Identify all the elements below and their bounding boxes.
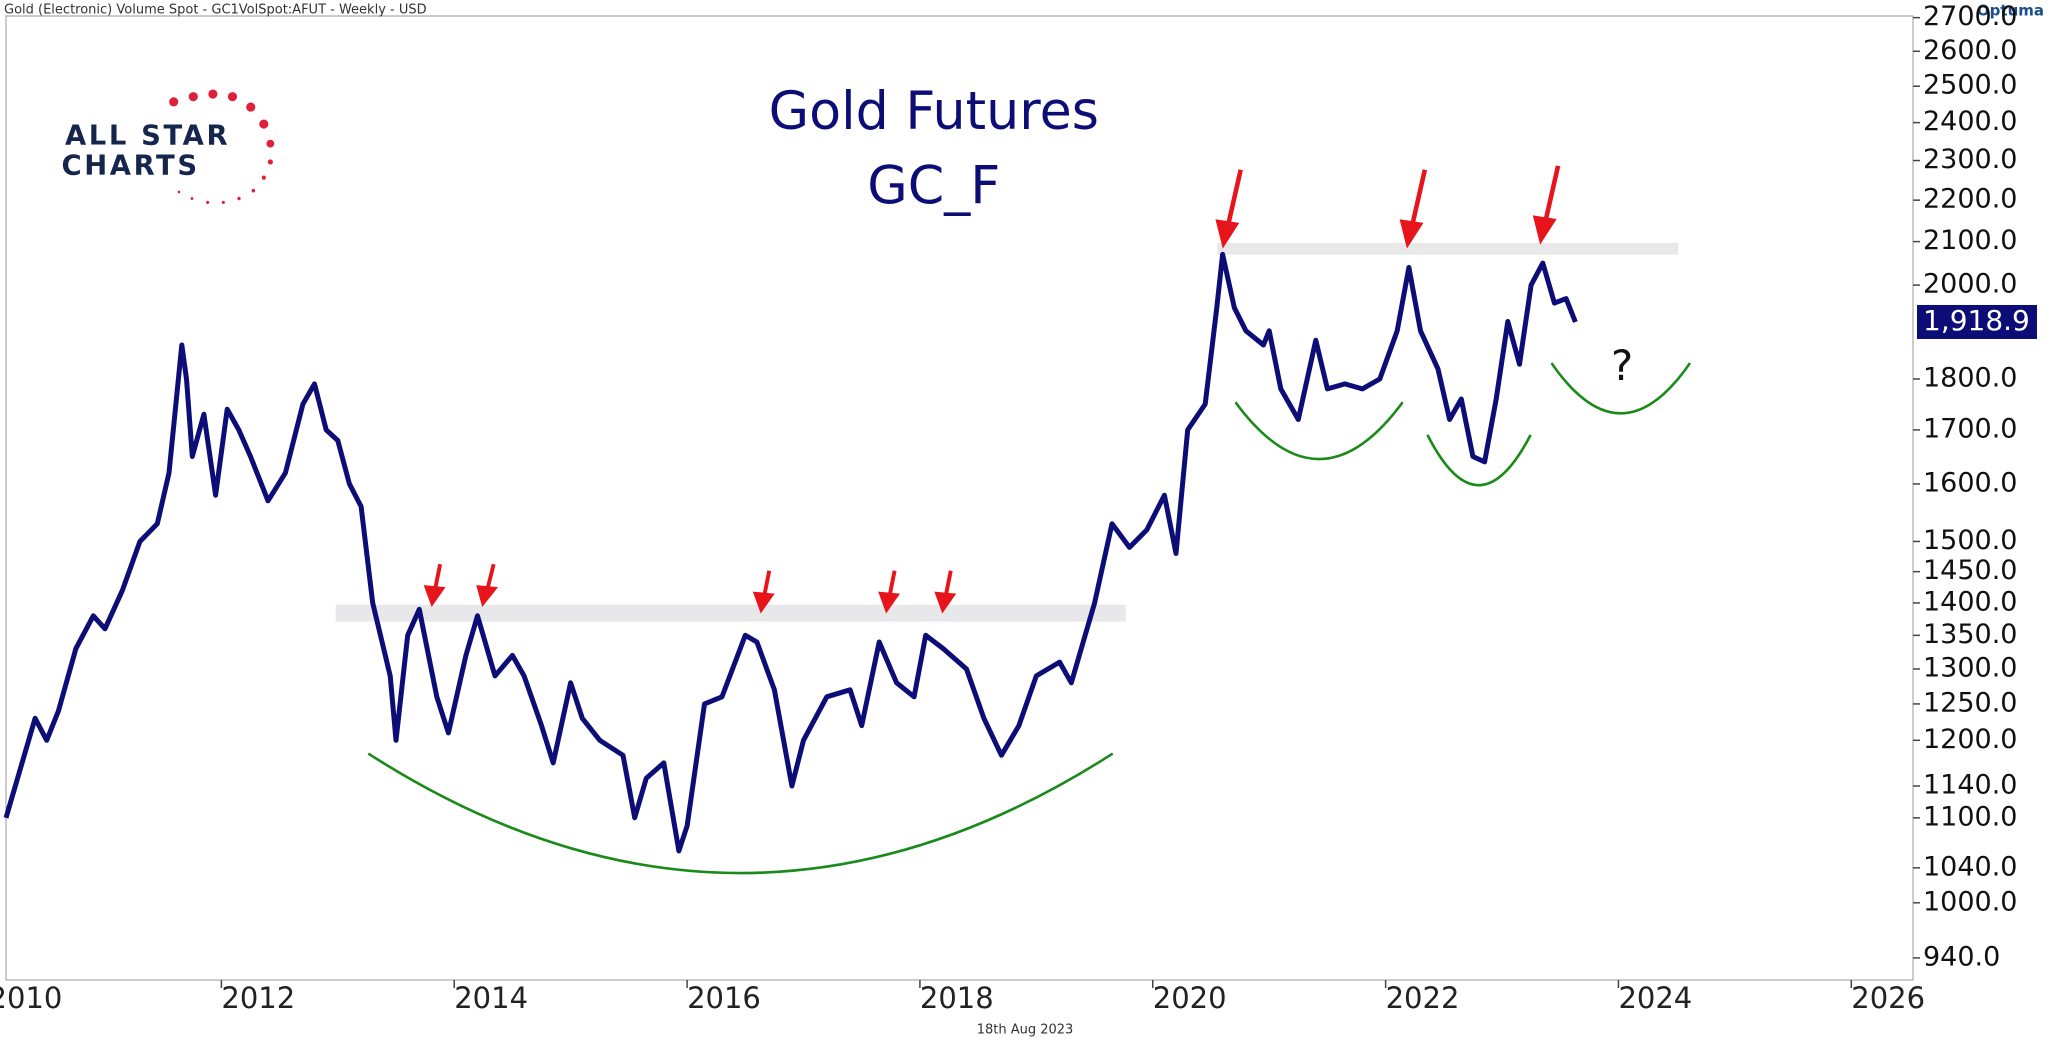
y-tick-label: 2200.0 <box>1923 184 2017 215</box>
y-tick-label: 1250.0 <box>1923 687 2017 718</box>
y-tick-label: 1600.0 <box>1923 467 2017 498</box>
y-tick-label: 2300.0 <box>1923 144 2017 175</box>
x-tick-label: 2012 <box>221 981 295 1015</box>
x-tick-label: 2020 <box>1153 981 1227 1015</box>
resistance-band <box>1217 242 1679 255</box>
arrow <box>432 563 443 591</box>
star <box>169 97 179 107</box>
arcs <box>367 362 1692 875</box>
star <box>251 188 256 193</box>
y-tick-label: 1100.0 <box>1923 801 2017 832</box>
star <box>259 119 269 129</box>
star <box>266 139 275 148</box>
y-tick-label: 1140.0 <box>1923 770 2017 801</box>
y-tick-label: 1000.0 <box>1923 886 2017 917</box>
star <box>246 102 256 112</box>
arc <box>367 752 1114 875</box>
x-tick-label: 2022 <box>1386 981 1460 1015</box>
arrow-head <box>423 585 446 607</box>
plot-frame <box>5 15 1914 981</box>
logo-text: CHARTS <box>61 151 199 182</box>
star <box>221 200 225 204</box>
brand: Optuma <box>1977 2 2044 20</box>
chart-title: Gold Futures <box>769 82 1099 142</box>
arrow <box>887 570 897 598</box>
star <box>261 175 266 180</box>
arrow <box>762 570 772 598</box>
arrow-head <box>934 591 957 614</box>
y-tick-label: 1450.0 <box>1923 555 2017 586</box>
x-tick-label: 2026 <box>1851 981 1925 1015</box>
arc <box>1550 362 1692 415</box>
star <box>267 159 273 165</box>
logo-text: ALL STAR <box>65 121 230 152</box>
y-tick-label: 1350.0 <box>1923 619 2017 650</box>
annotation: ? <box>1611 341 1633 390</box>
chart-subtitle: GC_F <box>867 156 1000 216</box>
last-value-label: 1,918.9 <box>1923 304 2030 337</box>
y-tick-label: 2500.0 <box>1923 70 2017 101</box>
arrow <box>1542 165 1561 224</box>
header: Gold (Electronic) Volume Spot - GC1VolSp… <box>4 3 427 18</box>
star <box>177 190 181 194</box>
y-tick-label: 1400.0 <box>1923 586 2017 617</box>
y-tick-label: 940.0 <box>1923 941 2000 972</box>
star <box>227 92 238 102</box>
logo-stars <box>169 89 275 204</box>
y-tick-label: 2700.0 <box>1923 1 2017 32</box>
arc <box>1426 434 1532 487</box>
arrow-head <box>878 591 901 614</box>
arrow-head <box>1399 219 1424 249</box>
arrow-head <box>1532 215 1557 245</box>
arrow-head <box>1215 219 1240 249</box>
y-tick-label: 2000.0 <box>1923 269 2017 300</box>
star <box>208 89 218 99</box>
star <box>206 200 210 204</box>
arrow <box>943 570 953 598</box>
arrow-head <box>476 585 499 608</box>
arrow-head <box>752 591 775 614</box>
resistance-band <box>335 604 1126 622</box>
y-tick-label: 2400.0 <box>1923 106 2017 137</box>
arc <box>1234 401 1404 461</box>
y-tick-label: 1300.0 <box>1923 652 2017 683</box>
y-tick-label: 1700.0 <box>1923 413 2017 444</box>
y-tick-label: 1040.0 <box>1923 851 2017 882</box>
x-tick-label: 2010 <box>0 981 62 1015</box>
arrow <box>1225 169 1243 228</box>
y-tick-label: 1500.0 <box>1923 525 2017 556</box>
star <box>188 92 198 102</box>
y-tick-label: 1200.0 <box>1923 724 2017 755</box>
x-tick-label: 2016 <box>687 981 761 1015</box>
arrow <box>1409 169 1428 228</box>
date: 18th Aug 2023 <box>977 1023 1074 1038</box>
arrow <box>485 563 496 591</box>
star <box>190 197 194 200</box>
annotations: ALL STAR CHARTS Gold Futures GC_F ? <box>61 82 1692 875</box>
arrows <box>423 165 1561 614</box>
y-tick-label: 2600.0 <box>1923 35 2017 66</box>
price-line <box>3 251 1578 854</box>
y-tick-label: 1800.0 <box>1923 362 2017 393</box>
x-tick-label: 2018 <box>920 981 994 1015</box>
y-tick-label: 2100.0 <box>1923 225 2017 256</box>
x-tick-label: 2014 <box>454 981 528 1015</box>
x-tick-label: 2024 <box>1618 981 1692 1015</box>
star <box>237 196 241 201</box>
last-value-box <box>1917 304 2037 339</box>
